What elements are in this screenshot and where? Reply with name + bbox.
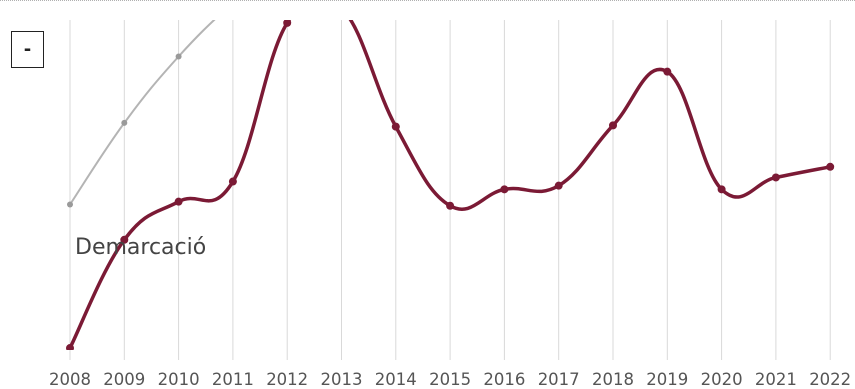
x-tick-label-2018: 2018 <box>592 370 634 389</box>
point-demarcacio-2021[interactable] <box>771 173 780 182</box>
point-demarcacio-2010[interactable] <box>174 197 183 206</box>
point-demarcacio-2019[interactable] <box>663 67 672 76</box>
point-demarcacio-2011[interactable] <box>228 177 237 186</box>
series-line-demarcacio <box>68 20 832 350</box>
point-demarcacio-2022[interactable] <box>826 162 835 171</box>
point-demarcacio-2012[interactable] <box>283 19 292 27</box>
x-tick-label-2016: 2016 <box>483 370 525 389</box>
x-tick-label-2012: 2012 <box>266 370 308 389</box>
x-tick-label-2017: 2017 <box>538 370 580 389</box>
point-demarcacio-2008[interactable] <box>66 344 74 352</box>
x-tick-label-2013: 2013 <box>321 370 363 389</box>
point-comparison-2009[interactable] <box>121 119 128 126</box>
point-demarcacio-2017[interactable] <box>554 181 563 190</box>
point-demarcacio-2016[interactable] <box>500 185 509 194</box>
point-demarcacio-2009[interactable] <box>120 235 129 244</box>
x-tick-label-2011: 2011 <box>212 370 254 389</box>
x-tick-label-2014: 2014 <box>375 370 417 389</box>
point-demarcacio-2020[interactable] <box>717 185 726 194</box>
point-demarcacio-2013[interactable] <box>338 4 346 12</box>
x-tick-label-2019: 2019 <box>646 370 688 389</box>
series-line-comparison <box>69 20 216 206</box>
point-demarcacio-2014[interactable] <box>391 122 400 131</box>
x-tick-label-2020: 2020 <box>701 370 743 389</box>
zoom-out-button[interactable]: - <box>11 31 44 68</box>
point-comparison-2011[interactable] <box>230 0 236 5</box>
top-dotted-rule <box>0 0 855 1</box>
series-layer <box>66 0 835 352</box>
x-axis: 2008 2009 2010 2011 2012 2013 2014 2015 2016 2017… <box>49 370 851 389</box>
vertical-grid <box>69 20 831 360</box>
x-tick-label-2009: 2009 <box>103 370 145 389</box>
point-comparison-2010[interactable] <box>175 53 182 60</box>
x-tick-label-2008: 2008 <box>49 370 91 389</box>
point-demarcacio-2018[interactable] <box>609 121 617 130</box>
point-demarcacio-2015[interactable] <box>446 201 455 210</box>
series-label-demarcacio: Demarcació <box>75 235 206 260</box>
x-tick-label-2022: 2022 <box>809 370 851 389</box>
x-tick-label-2010: 2010 <box>158 370 200 389</box>
x-tick-label-2021: 2021 <box>755 370 797 389</box>
x-tick-label-2015: 2015 <box>429 370 471 389</box>
point-comparison-2008[interactable] <box>67 201 73 208</box>
